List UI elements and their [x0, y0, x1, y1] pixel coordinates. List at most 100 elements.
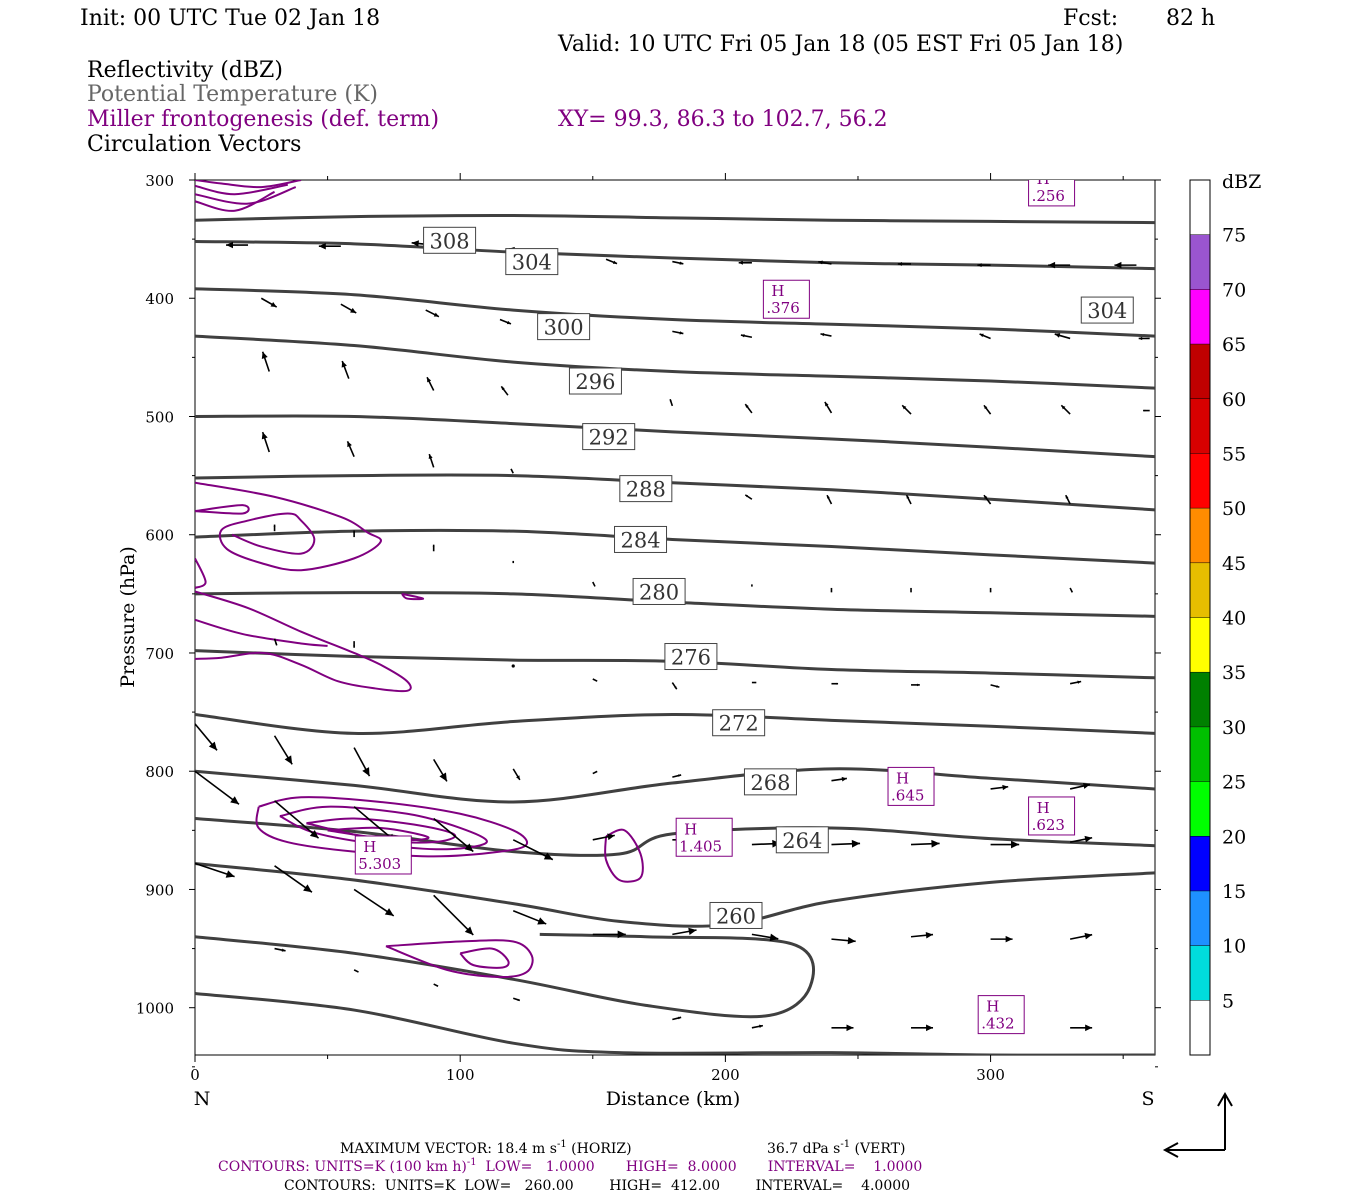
circulation-vector [831, 1024, 854, 1032]
circulation-vector [1065, 494, 1071, 505]
colorbar-label: 50 [1222, 498, 1246, 520]
theta-contours [195, 213, 1155, 1055]
circulation-vector [910, 931, 934, 939]
y-tick-label: 900 [145, 881, 174, 899]
circulation-vector [432, 758, 448, 782]
y-tick-label: 500 [145, 408, 174, 426]
svg-text:260: 260 [716, 904, 756, 928]
circulation-vector [1054, 333, 1071, 340]
theta-label-288: 288 [619, 475, 673, 503]
theta-label-308: 308 [423, 226, 477, 254]
circulation-vector [273, 524, 276, 532]
colorbar-swatch [1190, 453, 1210, 509]
theta-contour-272 [195, 767, 1155, 804]
colorbar-swatch [1190, 1000, 1210, 1055]
colorbar-label: 20 [1222, 826, 1246, 848]
theta-contour-292 [195, 473, 1155, 512]
init-time: Init: 00 UTC Tue 02 Jan 18 [80, 6, 380, 31]
circulation-vector [830, 587, 833, 593]
circulation-vector [669, 398, 674, 407]
colorbar-label: 65 [1222, 334, 1246, 356]
circulation-vector [977, 263, 991, 268]
south-label: S [1141, 1088, 1154, 1110]
theta-label-276: 276 [664, 643, 718, 671]
circulation-vector [274, 947, 286, 952]
svg-text:292: 292 [589, 426, 629, 450]
circulation-vector [831, 839, 861, 848]
circulation-vector [990, 784, 1009, 791]
circulation-vector [1069, 835, 1093, 843]
colorbar-swatch [1190, 945, 1210, 1001]
circulation-vector [979, 333, 991, 340]
circulation-vector [897, 261, 912, 266]
circulation-vector [831, 776, 847, 782]
circulation-vector [989, 587, 992, 593]
field-potential-temperature: Potential Temperature (K) [87, 82, 378, 107]
circulation-vector [910, 587, 912, 593]
circulation-vector [346, 440, 355, 458]
circulation-vector [261, 431, 271, 453]
svg-text:288: 288 [626, 478, 666, 502]
colorbar-label: 70 [1222, 279, 1246, 301]
field-miller-frontogenesis: Miller frontogenesis (def. term) [87, 107, 439, 132]
svg-text:.623: .623 [1032, 816, 1065, 834]
circulation-vector [433, 817, 474, 853]
frontogenesis-contour [255, 796, 529, 858]
colorbar-swatch [1190, 836, 1210, 891]
colorbar-label: 45 [1222, 553, 1246, 575]
circulation-vector [353, 888, 395, 917]
circulation-vector [1114, 261, 1137, 269]
frontogenesis-contour [195, 180, 302, 189]
theta-contour-legend: CONTOURS: UNITS=K LOW= 260.00 HIGH= 412.… [284, 1178, 910, 1194]
circulation-vector [744, 403, 753, 414]
colorbar-swatch [1190, 180, 1210, 235]
colorbar-label: 10 [1222, 936, 1246, 958]
svg-text:.256: .256 [1032, 187, 1065, 205]
colorbar-label: 5 [1222, 990, 1234, 1012]
theta-contour-300 [195, 334, 1155, 390]
colorbar-label: 35 [1222, 662, 1246, 684]
frontogenesis-contour [195, 590, 412, 693]
circulation-vector [751, 933, 779, 942]
svg-text:284: 284 [620, 528, 660, 552]
circulation-vector [432, 544, 435, 552]
circulation-vector [318, 242, 341, 250]
colorbar-label: 30 [1222, 717, 1246, 739]
circulation-vector [592, 770, 598, 775]
frontogenesis-max-label: H.376 [762, 279, 810, 319]
frontogenesis-contour [195, 190, 276, 212]
theta-contour-304 [195, 287, 1155, 338]
circulation-vector [818, 260, 832, 265]
circulation-vector [433, 894, 474, 936]
colorbar-title: dBZ [1222, 171, 1261, 193]
y-tick-label: 400 [145, 290, 174, 308]
theta-label-272: 272 [712, 709, 766, 737]
circulation-vector [1060, 404, 1071, 415]
y-axis-title: Pressure (hPa) [117, 546, 139, 688]
circulation-vector [826, 494, 833, 505]
circulation-vector [1143, 409, 1150, 412]
circulation-vector [672, 330, 684, 335]
x-tick-label: 200 [711, 1066, 740, 1084]
circulation-vector [512, 560, 515, 564]
circulation-vector [341, 360, 350, 379]
y-tick-label: 700 [145, 645, 174, 663]
circulation-vector [260, 297, 278, 308]
frontogenesis-contour-legend: CONTOURS: UNITS=K (100 km h)-1 LOW= 1.00… [218, 1157, 922, 1175]
circulation-vector [672, 260, 684, 265]
theta-contour-296 [195, 414, 1155, 459]
circulation-vector [340, 303, 357, 314]
colorbar-swatch [1190, 398, 1210, 454]
circulation-vector [744, 494, 753, 500]
circulation-vector [1069, 932, 1093, 940]
svg-text:H: H [1037, 799, 1050, 817]
colorbar-swatch [1190, 234, 1210, 290]
frontogenesis-contour [195, 186, 297, 205]
cross-section-endpoints: XY= 99.3, 86.3 to 102.7, 56.2 [558, 107, 888, 132]
theta-contour-268 [195, 817, 1155, 858]
circulation-vector [1048, 261, 1071, 269]
frontogenesis-max-label: H5.303 [354, 835, 412, 875]
x-axis-title: Distance (km) [606, 1088, 741, 1110]
field-reflectivity: Reflectivity (dBZ) [87, 58, 283, 83]
